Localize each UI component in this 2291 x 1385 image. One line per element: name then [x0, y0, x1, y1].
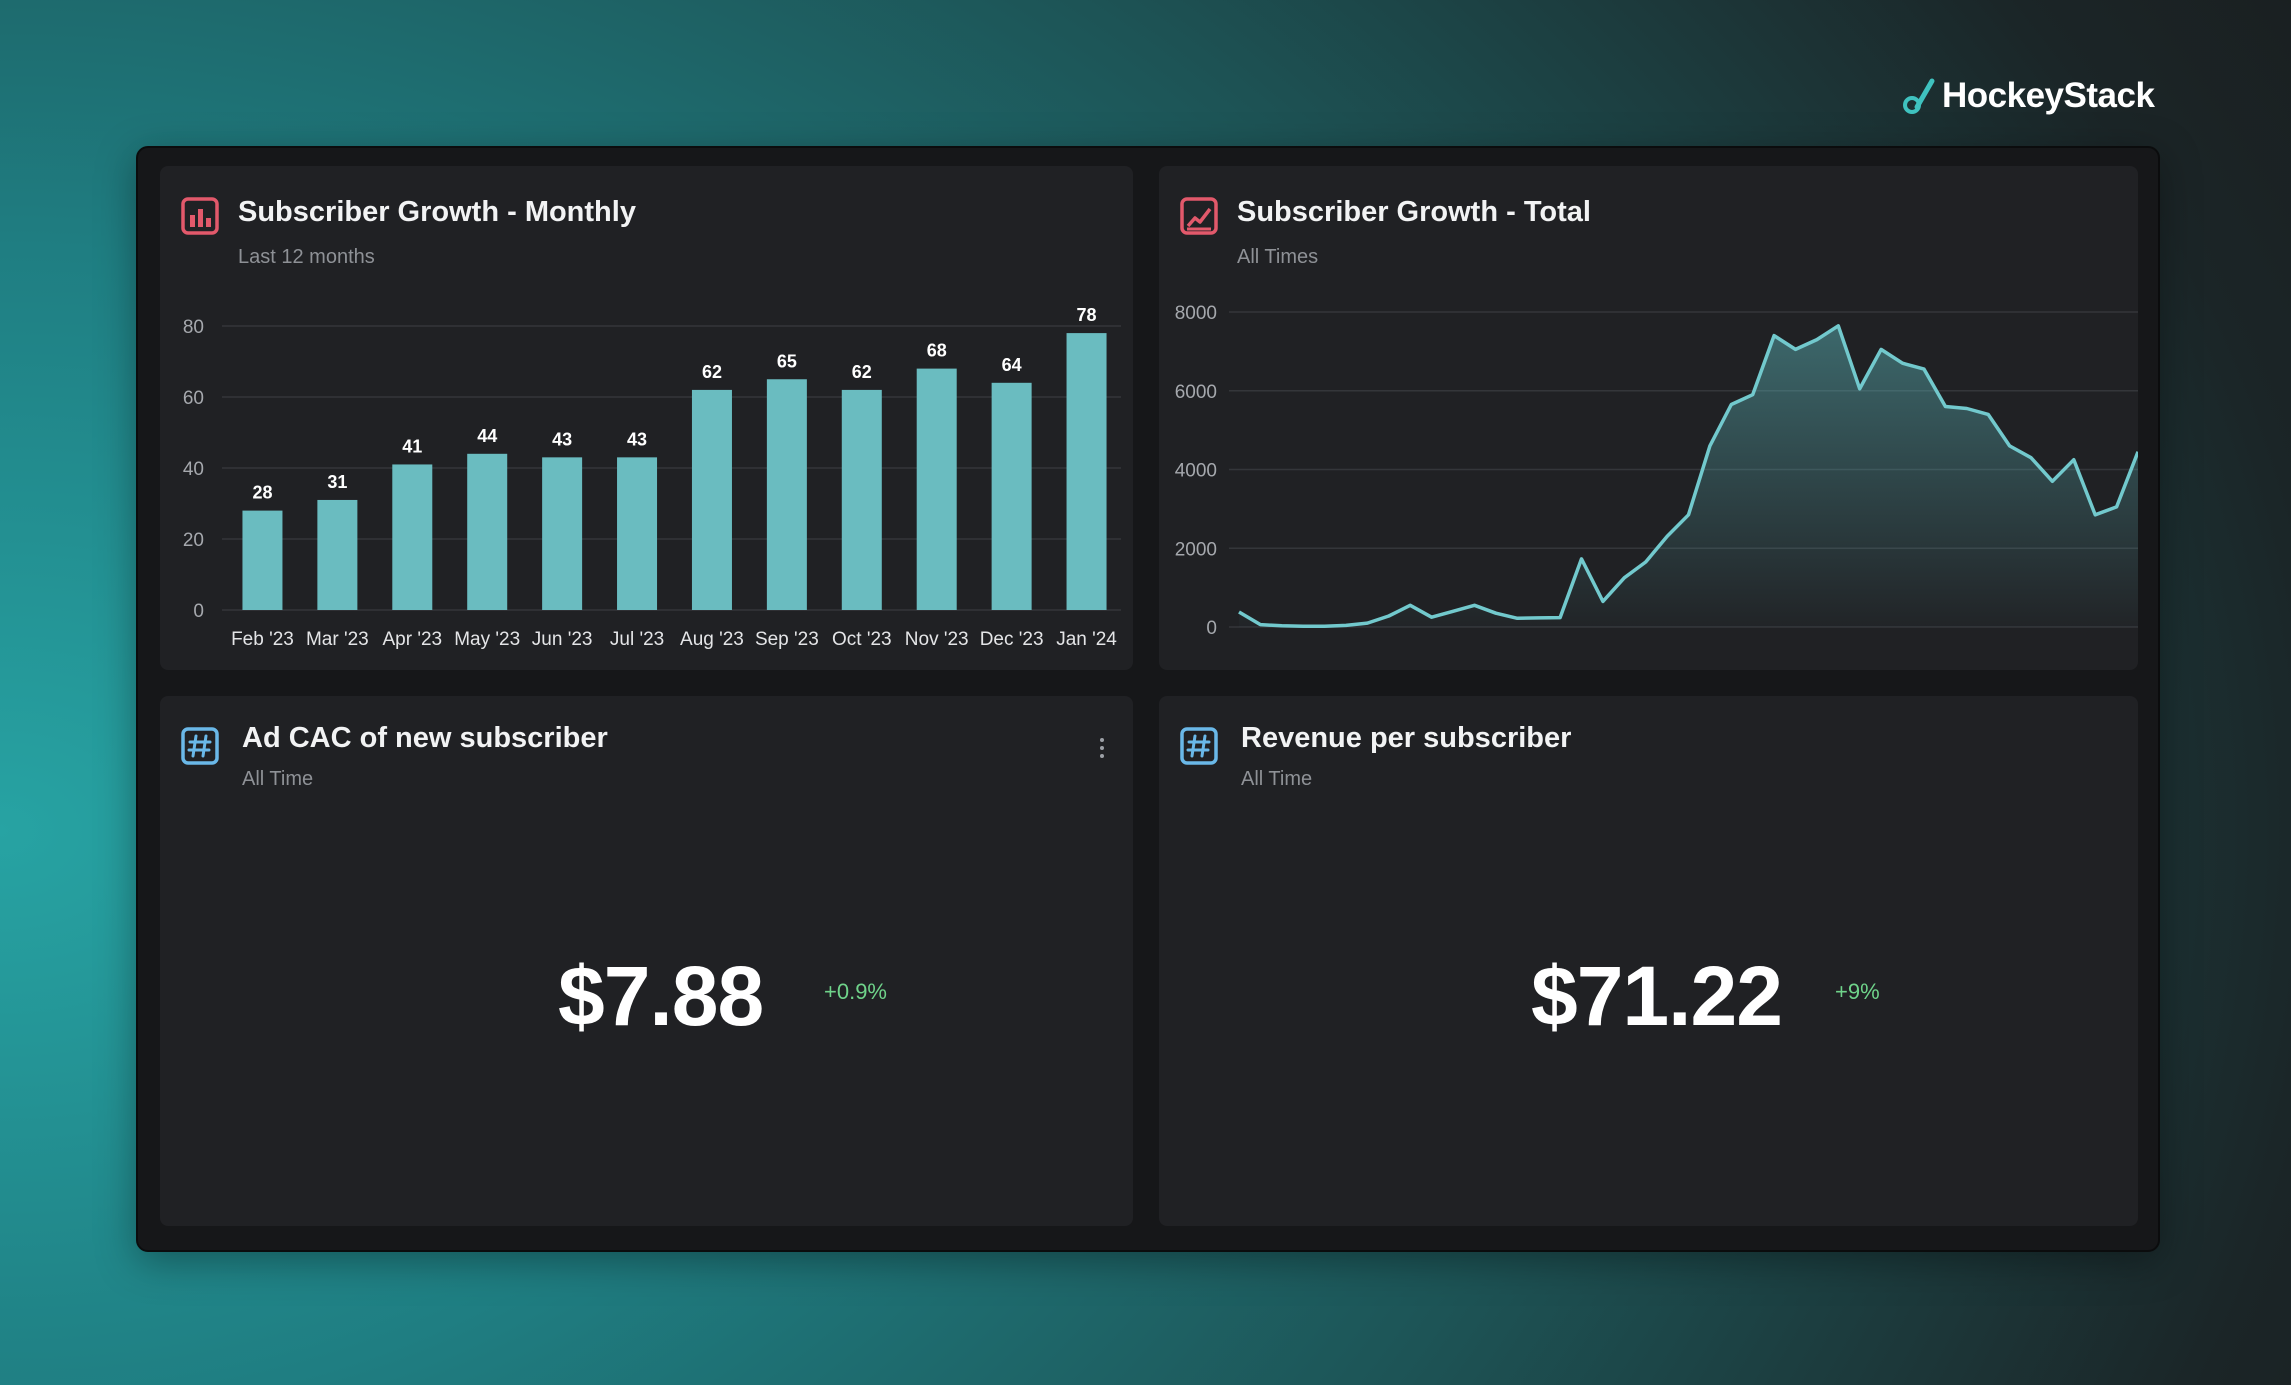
bar: [542, 457, 583, 610]
hockey-stick-icon: [1903, 78, 1935, 114]
y-tick-label: 20: [183, 530, 204, 551]
metric-value: $71.22: [1531, 949, 1783, 1043]
card-title: Revenue per subscriber: [1241, 722, 1572, 754]
bar: [916, 368, 957, 610]
bar: [1066, 333, 1107, 610]
line-chart-icon: [1180, 197, 1218, 235]
data-label: 28: [252, 483, 272, 503]
metric-value: $7.88: [558, 949, 764, 1043]
card-revenue-per-subscriber: Revenue per subscriber All Time $71.22 +…: [1159, 696, 2138, 1226]
card-subtitle: All Time: [1241, 768, 1313, 790]
kebab-menu-icon[interactable]: [1097, 738, 1107, 764]
bar: [991, 382, 1032, 610]
card-ad-cac: Ad CAC of new subscriber All Time $7.88 …: [160, 696, 1133, 1226]
y-tick-label: 6000: [1175, 382, 1217, 403]
x-tick-label: Jul '23: [610, 629, 664, 650]
data-label: 44: [477, 426, 497, 446]
hash-icon: [181, 727, 219, 765]
x-tick-label: May '23: [454, 629, 520, 650]
x-tick-label: Mar '23: [306, 629, 369, 650]
area-fill: [1239, 325, 2138, 627]
bar-chart-icon: [181, 197, 219, 235]
x-tick-label: Jan '24: [1056, 629, 1117, 650]
card-subscriber-growth-total: Subscriber Growth - Total All Times 0 200…: [1159, 166, 2140, 670]
data-label: 31: [327, 472, 347, 492]
data-label: 65: [777, 351, 797, 371]
bar: [317, 499, 358, 610]
area-chart-svg: 0 2000 4000 6000 8000: [1175, 303, 2140, 639]
bar: [242, 510, 283, 610]
bar: [617, 457, 658, 610]
y-tick-label: 8000: [1175, 303, 1217, 324]
data-label: 68: [927, 341, 947, 361]
x-tick-label: Jun '23: [532, 629, 593, 650]
bar: [766, 379, 807, 610]
data-label: 78: [1077, 305, 1097, 325]
dashboard-frame: Subscriber Growth - Monthly Last 12 mont…: [136, 146, 2160, 1252]
metric-delta: +9%: [1835, 979, 1880, 1004]
y-tick-label: 4000: [1175, 461, 1217, 482]
card-subscriber-growth-monthly: Subscriber Growth - Monthly Last 12 mont…: [160, 166, 1133, 670]
y-tick-label: 40: [183, 459, 204, 480]
y-tick-label: 60: [183, 388, 204, 409]
total-area-chart: 0 2000 4000 6000 8000: [1159, 166, 2140, 670]
card-subtitle: All Time: [242, 768, 314, 790]
card-subtitle: Last 12 months: [238, 246, 375, 268]
bar: [392, 464, 433, 610]
card-title: Ad CAC of new subscriber: [242, 722, 608, 754]
data-label: 43: [627, 429, 647, 449]
x-tick-label: Nov '23: [905, 629, 969, 650]
data-label: 41: [402, 436, 422, 456]
card-subtitle: All Times: [1237, 246, 1319, 268]
y-tick-label: 0: [193, 601, 204, 622]
card-title: Subscriber Growth - Monthly: [238, 196, 636, 228]
metric-delta: +0.9%: [824, 979, 887, 1004]
card-title: Subscriber Growth - Total: [1237, 196, 1591, 228]
brand-name: HockeyStack: [1942, 76, 2155, 115]
x-tick-label: Sep '23: [755, 629, 819, 650]
hash-icon: [1180, 727, 1218, 765]
data-label: 62: [852, 362, 872, 382]
bar: [691, 389, 732, 610]
bar: [467, 453, 508, 610]
brand-logo: HockeyStack: [1902, 76, 2155, 116]
bar: [841, 389, 882, 610]
y-tick-label: 2000: [1175, 539, 1217, 560]
y-tick-label: 80: [183, 317, 204, 338]
metric-revenue: $71.22 +9%: [1159, 696, 2138, 1226]
data-label: 64: [1002, 355, 1022, 375]
x-tick-label: Dec '23: [980, 629, 1044, 650]
x-tick-label: Oct '23: [832, 629, 892, 650]
x-tick-label: Feb '23: [231, 629, 294, 650]
monthly-bar-chart: 0 20 40 60 80 28 Feb '23 31 Mar '23 41 Apr '23 44 Ma…: [160, 166, 1133, 670]
data-label: 43: [552, 429, 572, 449]
metric-ad-cac: $7.88 +0.9%: [160, 696, 1133, 1226]
y-tick-label: 0: [1206, 618, 1217, 639]
data-label: 62: [702, 362, 722, 382]
x-tick-label: Apr '23: [382, 629, 442, 650]
x-tick-label: Aug '23: [680, 629, 744, 650]
bar-chart-svg: 0 20 40 60 80 28 Feb '23 31 Mar '23 41 Apr '23 44 Ma…: [183, 305, 1121, 650]
